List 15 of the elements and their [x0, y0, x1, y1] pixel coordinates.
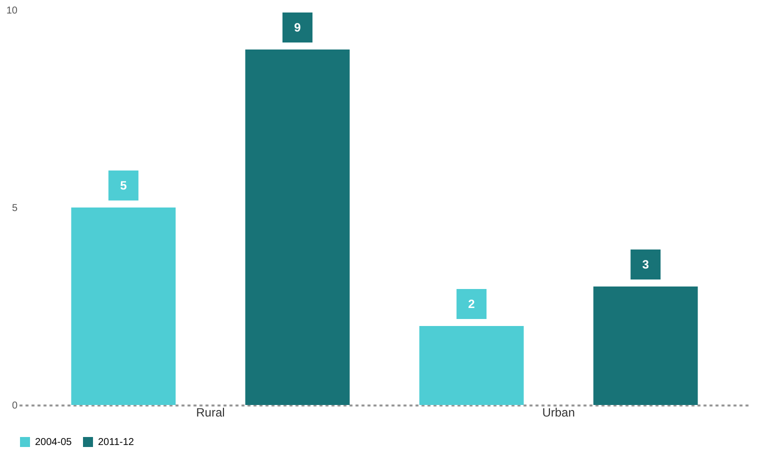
data-label: 9 [294, 20, 302, 34]
legend-label: 2011-12 [98, 437, 134, 448]
bar [71, 208, 176, 405]
data-label: 5 [120, 178, 128, 192]
bar [419, 326, 524, 405]
y-tick-label: 10 [6, 6, 18, 16]
bar [593, 286, 698, 405]
data-label: 3 [642, 258, 650, 272]
legend-label: 2004-05 [35, 437, 72, 448]
x-tick-label: Rural [196, 406, 225, 420]
data-label: 2 [468, 297, 476, 311]
x-tick-label: Urban [542, 406, 575, 420]
bar [245, 50, 350, 405]
y-tick-label: 5 [12, 203, 18, 214]
y-tick-label: 0 [12, 400, 18, 412]
